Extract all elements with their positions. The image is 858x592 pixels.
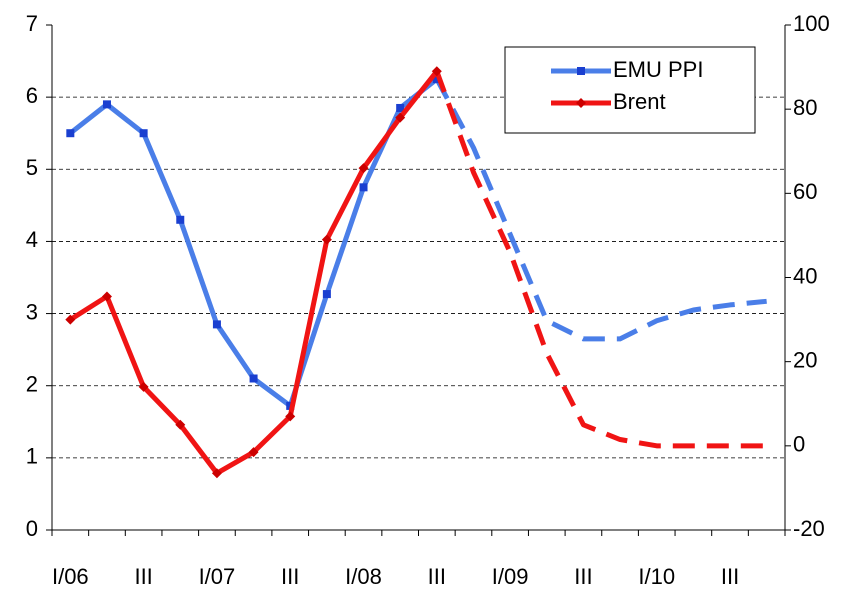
x-tick-label: III (281, 564, 299, 589)
y-tick-label: 1 (26, 444, 38, 469)
marker (322, 290, 331, 299)
series-line (68, 69, 439, 476)
y-tick-label: 3 (26, 299, 38, 324)
marker (138, 381, 149, 392)
y2-tick-label: 100 (793, 11, 830, 36)
series-line-forecast (434, 70, 767, 449)
marker (175, 419, 186, 430)
x-tick-label: III (428, 564, 446, 589)
series-line-forecast (434, 77, 767, 342)
y-tick-label: 7 (26, 11, 38, 36)
y-tick-label: 0 (26, 516, 38, 541)
marker (432, 75, 441, 84)
x-tick-label: I/07 (199, 564, 236, 589)
y-tick-label: 2 (26, 372, 38, 397)
marker (395, 112, 406, 123)
y-tick-label: 4 (26, 227, 38, 252)
y-tick-label: 5 (26, 155, 38, 180)
marker (102, 100, 111, 109)
series-line (68, 77, 439, 409)
marker (396, 103, 405, 112)
marker (249, 374, 258, 383)
x-tick-label: III (574, 564, 592, 589)
marker (321, 234, 332, 245)
marker (358, 163, 369, 174)
x-tick-label: I/10 (638, 564, 675, 589)
x-tick-label: III (134, 564, 152, 589)
x-tick-label: I/08 (345, 564, 382, 589)
marker (431, 66, 442, 77)
y2-tick-label: 40 (793, 263, 817, 288)
y2-tick-label: 0 (793, 432, 805, 457)
y2-tick-label: 60 (793, 179, 817, 204)
x-tick-label: I/09 (492, 564, 529, 589)
legend-label: Brent (613, 89, 666, 114)
marker (66, 129, 75, 138)
legend-marker (577, 67, 585, 75)
legend-label: EMU PPI (613, 57, 703, 82)
marker (139, 129, 148, 138)
legend-marker (576, 98, 586, 108)
marker (248, 447, 259, 458)
y2-tick-label: 20 (793, 347, 817, 372)
marker (211, 468, 222, 479)
marker (285, 411, 296, 422)
y-tick-label: 6 (26, 83, 38, 108)
marker (65, 314, 76, 325)
marker (101, 291, 112, 302)
x-tick-label: III (721, 564, 739, 589)
marker (176, 215, 185, 224)
y2-tick-label: 80 (793, 95, 817, 120)
y2-tick-label: -20 (793, 516, 825, 541)
marker (212, 320, 221, 329)
legend-box (504, 46, 756, 134)
x-tick-label: I/06 (52, 564, 89, 589)
marker (359, 183, 368, 192)
